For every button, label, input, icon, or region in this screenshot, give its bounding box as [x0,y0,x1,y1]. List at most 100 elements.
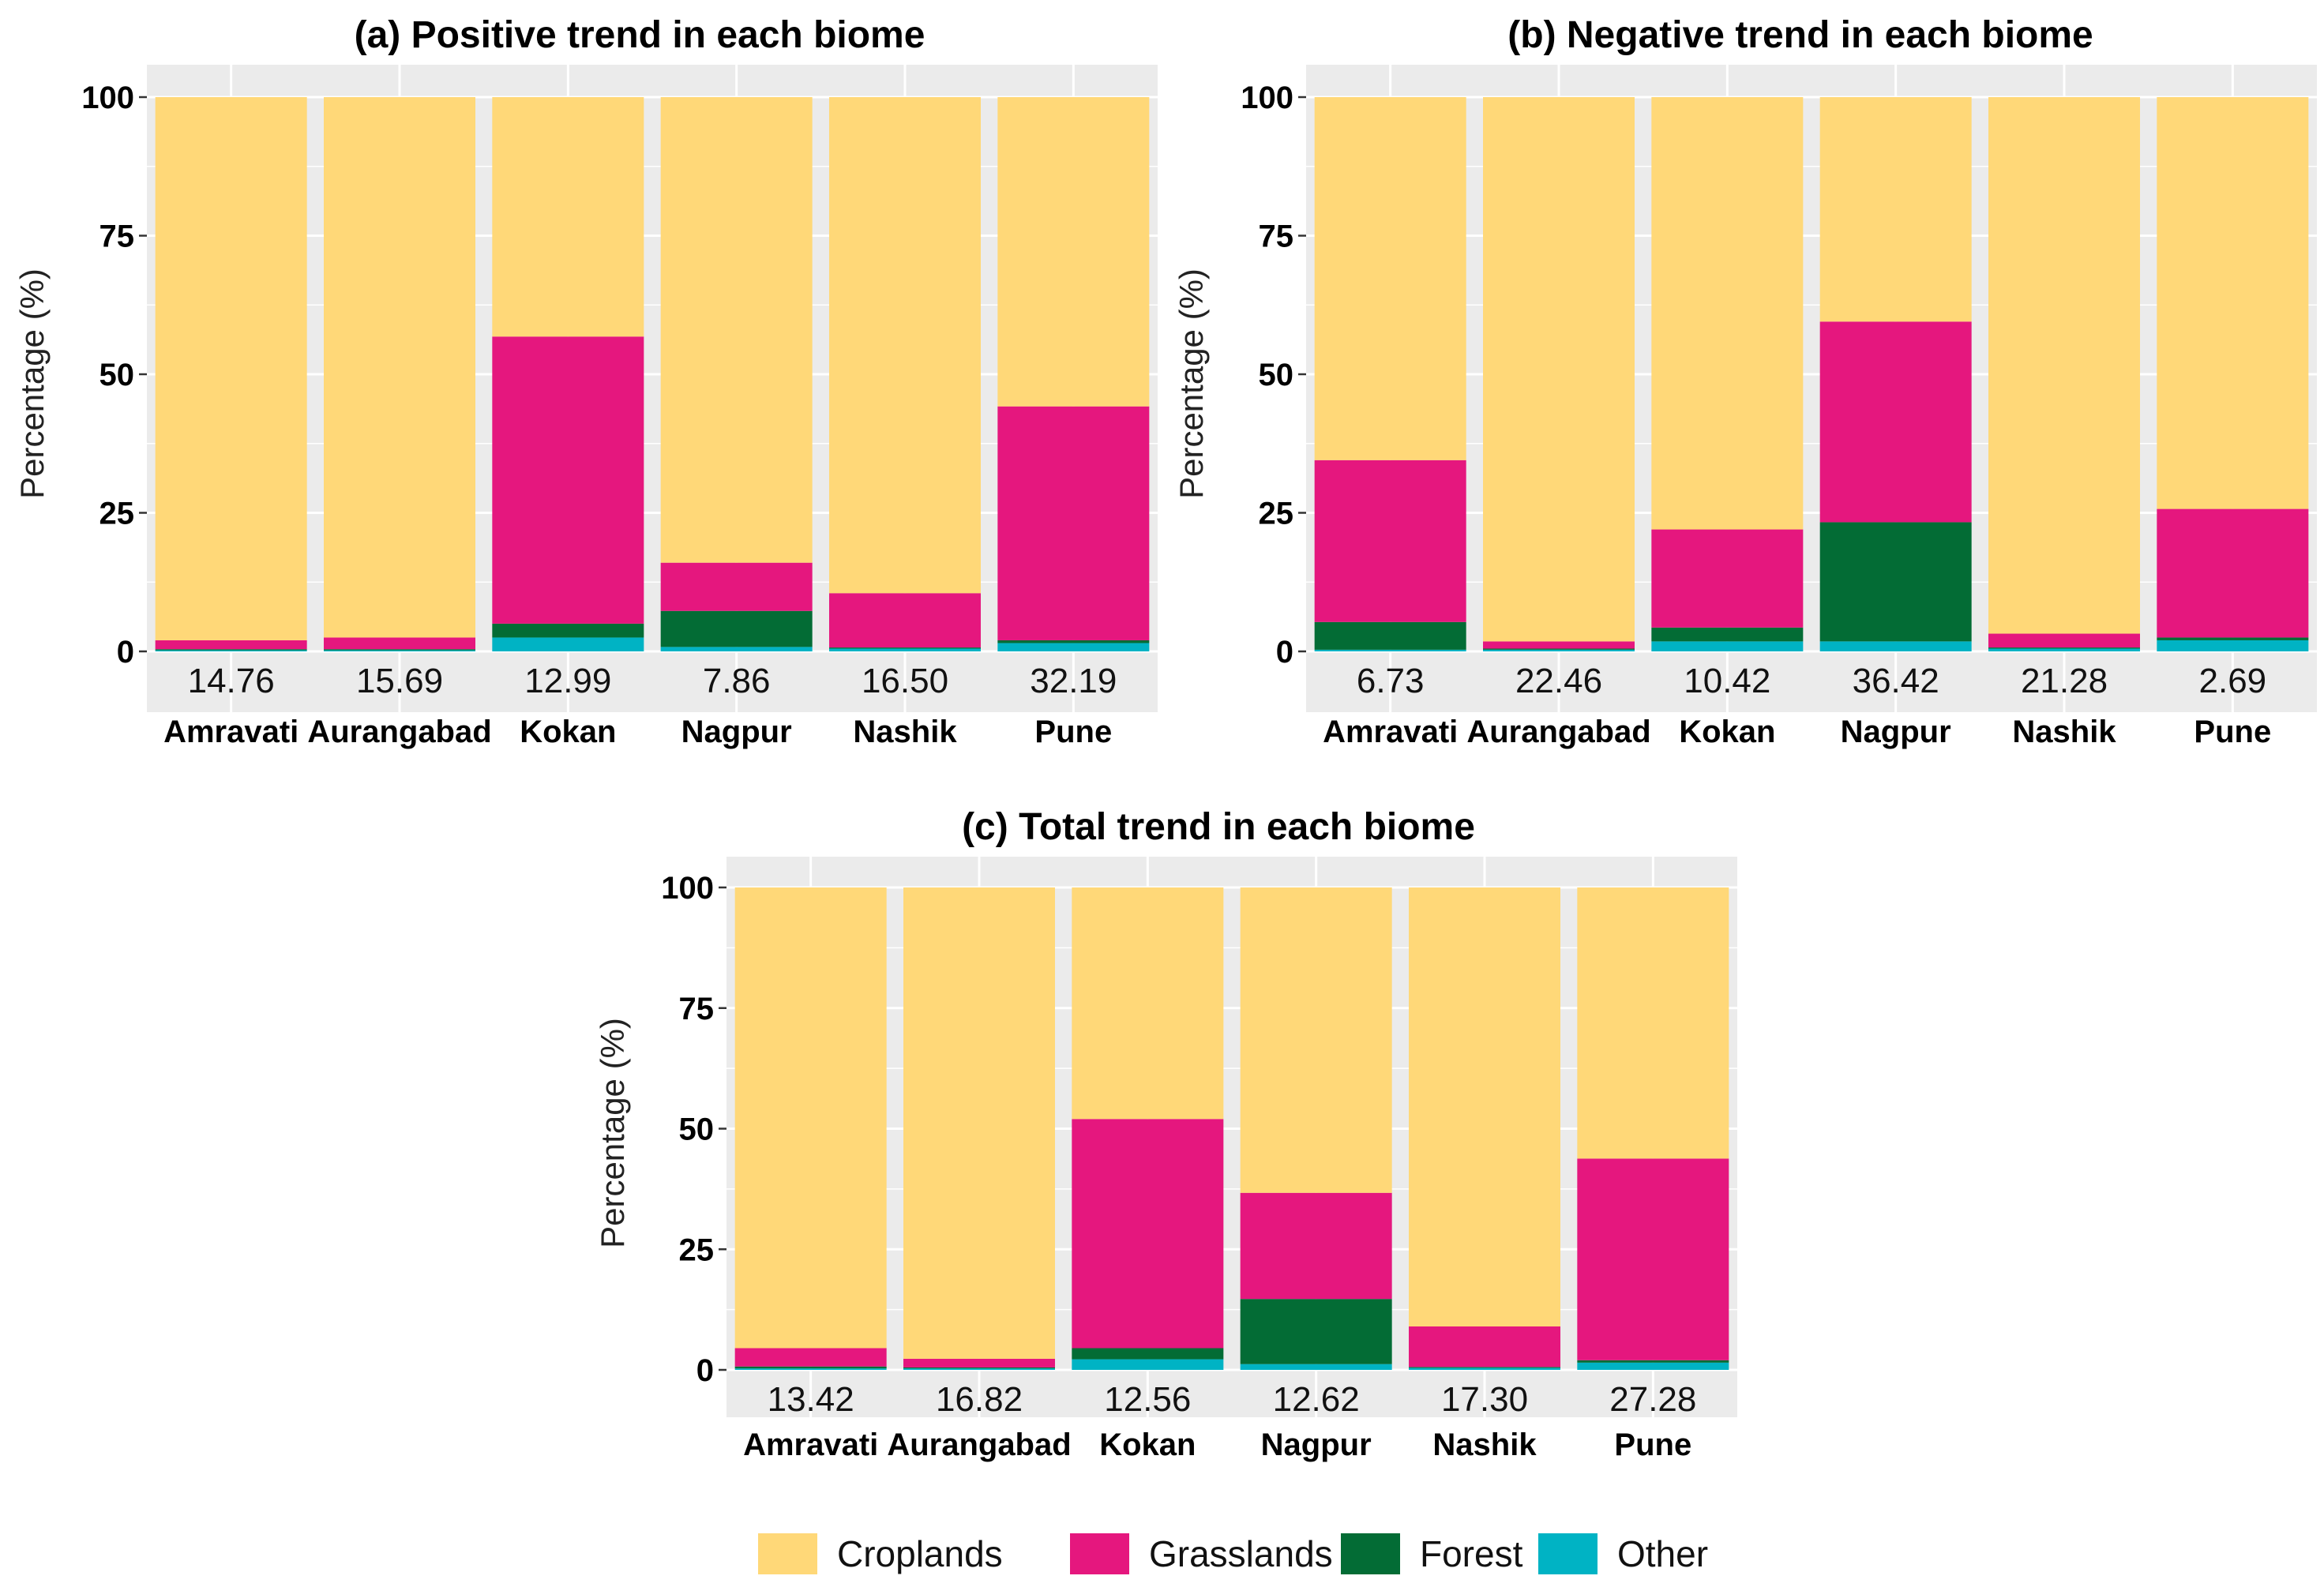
y-tick-label: 100 [661,871,714,906]
legend-label-grasslands: Grasslands [1149,1533,1333,1574]
y-tick-label: 25 [1259,497,1294,531]
bar-segment-forest-nagpur [1819,522,1972,642]
panel-a: 14.76 Amravati 15.69 Aurangabad 12.99 Kokan 7.… [13,14,1158,749]
bar-segment-forest-nashik [1988,647,2140,649]
bar-segment-forest-kokan [1072,1348,1224,1360]
bar-value-label: 15.69 [356,662,443,700]
bar-segment-grasslands-amravati [1314,460,1466,622]
bar-segment-other-amravati [734,1368,887,1370]
bar-segment-other-nagpur [1819,641,1972,651]
x-tick-label: Amravati [743,1428,878,1462]
bar-segment-grasslands-nagpur [1240,1192,1392,1300]
bar-value-label: 21.28 [2021,662,2108,700]
bar-value-label: 6.73 [1357,662,1425,700]
x-tick-label: Pune [2194,715,2271,749]
bar-segment-grasslands-pune [2157,508,2309,638]
bar-segment-croplands-aurangabad [324,97,475,638]
bar-segment-other-kokan [1072,1359,1224,1370]
bar-segment-forest-aurangabad [1483,648,1635,650]
x-tick-label: Kokan [520,715,616,749]
bar-segment-croplands-pune [1577,887,1729,1159]
bar-segment-croplands-pune [997,97,1150,407]
x-tick-label: Nashik [2012,715,2116,749]
bar-value-label: 14.76 [188,662,275,700]
bar-segment-grasslands-nashik [829,593,981,648]
y-tick-label: 0 [696,1353,714,1388]
bar-segment-forest-kokan [492,623,644,638]
bar-segment-other-nagpur [660,647,813,651]
bar-segment-other-kokan [1651,641,1804,651]
bar-value-label: 22.46 [1515,662,1602,700]
bar-segment-forest-pune [1577,1360,1729,1363]
y-tick-label: 50 [679,1112,715,1147]
bar-segment-other-nashik [1409,1368,1560,1370]
legend-swatch-grasslands [1070,1533,1129,1574]
chart-title: (a) Positive trend in each biome [355,14,925,56]
bar-segment-forest-kokan [1651,627,1804,642]
x-tick-label: Nagpur [681,715,792,749]
bar-value-label: 16.50 [862,662,948,700]
bar-segment-other-aurangabad [1483,649,1635,651]
bar-segment-croplands-nashik [1988,97,2140,634]
x-tick-label: Nagpur [1261,1428,1372,1462]
y-tick-label: 0 [117,635,134,670]
y-tick-label: 75 [99,219,135,254]
bar-segment-forest-aurangabad [324,649,475,651]
bar-segment-croplands-kokan [1651,97,1804,530]
y-tick-label: 50 [1259,358,1294,392]
bar-segment-forest-pune [997,640,1150,643]
x-tick-label: Kokan [1679,715,1775,749]
bar-value-label: 32.19 [1030,662,1117,700]
legend: Croplands Grasslands Forest Other [758,1533,1708,1574]
x-tick-label: Nashik [853,715,957,749]
y-axis-label: Percentage (%) [13,268,51,499]
bar-segment-forest-amravati [1314,621,1466,650]
bar-segment-forest-amravati [734,1366,887,1369]
bar-segment-other-pune [1577,1362,1729,1370]
bar-segment-other-kokan [492,637,644,651]
bar-value-label: 2.69 [2199,662,2267,700]
x-tick-label: Kokan [1099,1428,1196,1462]
bar-segment-forest-nagpur [1240,1299,1392,1364]
x-tick-label: Nagpur [1841,715,1951,749]
panel-b: 6.73 Amravati 22.46 Aurangabad 10.42 Kokan 36.… [1173,14,2317,749]
bar-segment-other-nashik [1988,648,2140,651]
y-tick-label: 0 [1276,635,1293,670]
bar-segment-other-nashik [829,648,981,651]
y-axis-label: Percentage (%) [1173,268,1210,499]
bar-value-label: 16.82 [936,1380,1023,1419]
bar-value-label: 7.86 [703,662,771,700]
chart-title: (b) Negative trend in each biome [1507,14,2093,56]
bar-segment-grasslands-nagpur [660,562,813,611]
bar-segment-forest-nashik [1409,1367,1560,1368]
bar-segment-grasslands-nashik [1409,1326,1560,1368]
plot-background [147,65,1158,712]
legend-label-other: Other [1617,1533,1708,1574]
bar-segment-forest-amravati [155,649,307,651]
bar-value-label: 12.56 [1104,1380,1191,1419]
bar-segment-other-nagpur [1240,1364,1392,1370]
x-tick-label: Aurangabad [887,1428,1071,1462]
bar-segment-grasslands-aurangabad [1483,641,1635,649]
y-tick-label: 75 [679,992,715,1026]
bar-segment-grasslands-aurangabad [324,637,475,650]
legend-label-croplands: Croplands [837,1533,1003,1574]
y-tick-label: 100 [1241,81,1293,115]
x-tick-label: Pune [1034,715,1112,749]
y-tick-label: 75 [1259,219,1294,254]
bar-value-label: 12.99 [524,662,611,700]
y-axis-label: Percentage (%) [594,1018,631,1248]
bar-value-label: 10.42 [1684,662,1770,700]
bar-segment-grasslands-kokan [492,336,644,624]
bar-segment-other-pune [2157,640,2309,651]
x-tick-label: Aurangabad [1466,715,1650,749]
plot-background [726,857,1737,1417]
x-tick-label: Amravati [1323,715,1458,749]
legend-swatch-croplands [758,1533,817,1574]
bar-segment-forest-nagpur [660,610,813,647]
legend-swatch-forest [1341,1533,1400,1574]
bar-segment-grasslands-kokan [1651,529,1804,628]
bar-segment-croplands-nagpur [1819,97,1972,322]
bar-segment-croplands-aurangabad [903,887,1055,1359]
bar-value-label: 13.42 [768,1380,854,1419]
